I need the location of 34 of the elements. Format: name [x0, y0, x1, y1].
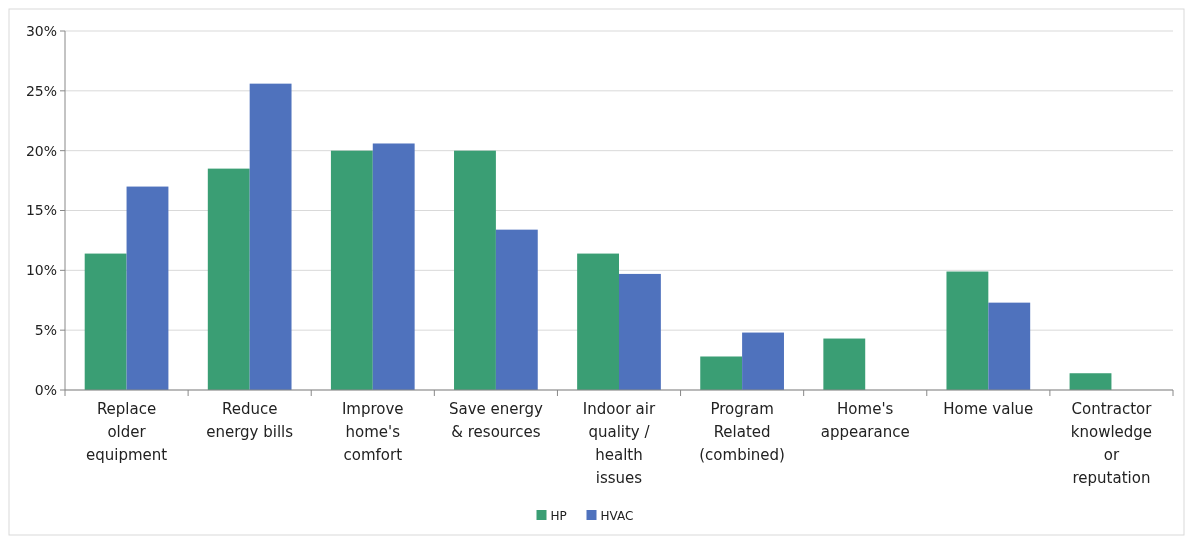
y-tick-label: 0% [34, 381, 57, 398]
bar [1069, 373, 1112, 390]
bar [330, 150, 373, 390]
bar [700, 356, 743, 390]
x-tick-label: Reduce energy bills [206, 400, 294, 441]
bar [823, 338, 866, 390]
y-tick-label: 5% [34, 322, 57, 339]
bar [84, 253, 127, 390]
bar [372, 143, 415, 390]
x-tick-label: Indoor air quality / health issues [582, 400, 656, 487]
y-tick-label: 20% [25, 142, 57, 159]
bar [495, 229, 538, 390]
bar [126, 186, 169, 390]
x-tick-label: Home value [943, 400, 1034, 418]
bar [207, 168, 250, 390]
bar [988, 302, 1031, 390]
y-tick-label: 15% [25, 202, 57, 219]
bar [619, 273, 661, 390]
x-tick-label: Contractor knowledge or reputation [1070, 400, 1153, 487]
bar [946, 271, 989, 390]
x-tick-label: Replace older equipment [85, 400, 168, 464]
y-tick-label: 30% [25, 22, 57, 39]
legend-label: HP [550, 508, 567, 523]
bar [577, 253, 619, 390]
y-tick-label: 10% [25, 262, 57, 279]
bar [742, 332, 784, 390]
x-tick-label: Program Related (combined) [699, 400, 785, 464]
bar [249, 83, 292, 390]
x-tick-label: Improve home's comfort [341, 400, 404, 464]
x-tick-label: Save energy & resources [448, 400, 543, 441]
y-tick-label: 25% [25, 82, 57, 99]
legend-label: HVAC [600, 508, 634, 523]
bar [454, 150, 496, 390]
x-tick-label: Home's appearance [820, 400, 910, 441]
